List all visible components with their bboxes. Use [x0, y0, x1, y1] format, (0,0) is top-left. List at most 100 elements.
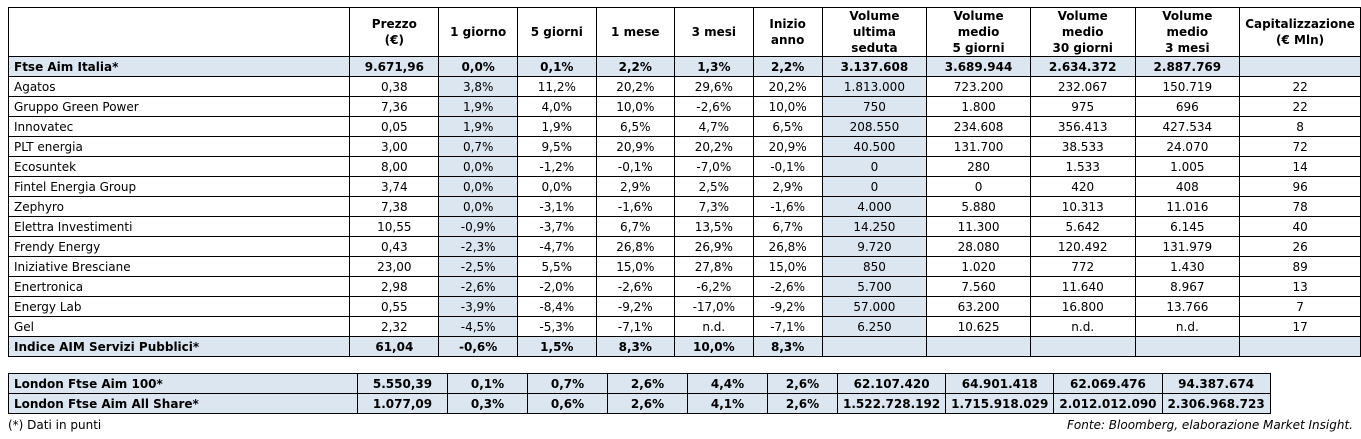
table-cell: 3.137.608	[821, 56, 928, 77]
table-cell: 2,6%	[607, 373, 688, 394]
table-cell: 10,0%	[752, 96, 823, 117]
table-cell: n.d.	[1134, 316, 1241, 337]
table-cell: -3,9%	[438, 296, 519, 317]
table-row: Gel 2,32 -4,5% -5,3% -7,1% n.d. -7,1% 6.250 10.6…	[7, 316, 1361, 337]
table-cell: 78	[1239, 196, 1361, 217]
row-label: PLT energia	[7, 136, 351, 157]
table-row: Elettra Investimenti 10,55 -0,9% -3,7% 6,7% 1…	[7, 216, 1361, 237]
aim-market-table: Prezzo (€) 1 giorno 5 giorni 1 mese 3 mesi In…	[7, 7, 1361, 357]
table-cell: 40.500	[821, 136, 928, 157]
row-label: Gel	[7, 316, 351, 337]
table-cell: 2,6%	[607, 393, 688, 414]
row-label: Indice AIM Servizi Pubblici*	[7, 336, 351, 357]
table-cell: 3.689.944	[926, 56, 1031, 77]
table-cell: 26,9%	[674, 236, 754, 257]
table-cell: 23,00	[349, 256, 440, 277]
table-cell: 8.967	[1134, 276, 1241, 297]
table-cell: 0,0%	[438, 56, 519, 77]
table-cell: -4,7%	[517, 236, 597, 257]
table-cell: 5,5%	[517, 256, 597, 277]
table-cell: 29,6%	[674, 76, 754, 97]
table-cell: 9.720	[821, 236, 928, 257]
table-cell: 8,00	[349, 156, 440, 177]
table-cell: 20,2%	[595, 76, 676, 97]
column-header: Volume medio 3 mesi	[1134, 7, 1241, 57]
row-label: London Ftse Aim All Share*	[8, 393, 358, 414]
table-cell: 5.880	[926, 196, 1031, 217]
row-label: London Ftse Aim 100*	[8, 373, 358, 394]
table-cell: 10.313	[1029, 196, 1136, 217]
table-cell: 20,9%	[752, 136, 823, 157]
table-cell: 0,0%	[438, 196, 519, 217]
table-cell: 0,3%	[447, 393, 528, 414]
table-cell: 696	[1134, 96, 1241, 117]
table-cell: 0,0%	[438, 156, 519, 177]
row-label: Iniziative Bresciane	[7, 256, 351, 277]
table-cell: 1.813.000	[821, 76, 928, 97]
table-cell: 1,9%	[517, 116, 597, 137]
table-row: Energy Lab 0,55 -3,9% -8,4% -9,2% -17,0% -9,2%…	[7, 296, 1361, 317]
table-cell	[1239, 336, 1361, 357]
table-cell: 3,8%	[438, 76, 519, 97]
table-cell: 8	[1239, 116, 1361, 137]
table-cell: 1.077,09	[357, 393, 448, 414]
table-cell: 723.200	[926, 76, 1031, 97]
table-cell: 72	[1239, 136, 1361, 157]
table-cell: 131.979	[1134, 236, 1241, 257]
table-cell: 2,98	[349, 276, 440, 297]
table-cell: 20,9%	[595, 136, 676, 157]
table-row: PLT energia 3,00 0,7% 9,5% 20,9% 20,2% 20,9% 40…	[7, 136, 1361, 157]
table-cell: 3,74	[349, 176, 440, 197]
row-label: Gruppo Green Power	[7, 96, 351, 117]
table-cell: 8,3%	[752, 336, 823, 357]
row-label: Enertronica	[7, 276, 351, 297]
table-cell: 280	[926, 156, 1031, 177]
table-cell: 131.700	[926, 136, 1031, 157]
table-cell: 1,5%	[517, 336, 597, 357]
table-cell: 1,9%	[438, 96, 519, 117]
table-cell: -2,6%	[438, 276, 519, 297]
table-cell: 2,6%	[767, 373, 838, 394]
table-cell: -2,5%	[438, 256, 519, 277]
table-cell: 6.145	[1134, 216, 1241, 237]
table-cell: 356.413	[1029, 116, 1136, 137]
table-cell: -4,5%	[438, 316, 519, 337]
table-cell: 772	[1029, 256, 1136, 277]
table-cell: 5.700	[821, 276, 928, 297]
table-cell	[821, 336, 928, 357]
table-cell: 10.625	[926, 316, 1031, 337]
table-row: Fintel Energia Group 3,74 0,0% 0,0% 2,9% 2,5%…	[7, 176, 1361, 197]
table-cell: -1,6%	[595, 196, 676, 217]
table-cell: 2.634.372	[1029, 56, 1136, 77]
table-cell: 1.715.918.029	[945, 393, 1055, 414]
table-cell: 120.492	[1029, 236, 1136, 257]
index-row: Ftse Aim Italia* 9.671,96 0,0% 0,1% 2,2% 1,3%…	[7, 56, 1361, 77]
table-cell: -0,6%	[438, 336, 519, 357]
table-row: Innovatec 0,05 1,9% 1,9% 6,5% 4,7% 6,5% 208.550…	[7, 116, 1361, 137]
column-header: 3 mesi	[674, 7, 754, 57]
table-cell: 24.070	[1134, 136, 1241, 157]
table-cell: 0,43	[349, 236, 440, 257]
table-cell: 10,0%	[674, 336, 754, 357]
table-cell: n.d.	[674, 316, 754, 337]
table-cell: 64.901.418	[945, 373, 1055, 394]
table-cell: 6,7%	[595, 216, 676, 237]
column-header: Inizio anno	[752, 7, 823, 57]
column-header: Volume ultima seduta	[821, 7, 928, 57]
table-cell: 10,0%	[595, 96, 676, 117]
column-header: 5 giorni	[517, 7, 597, 57]
table-cell: 0	[821, 156, 928, 177]
table-cell: 4,7%	[674, 116, 754, 137]
table-cell: 2,32	[349, 316, 440, 337]
table-cell: 7,3%	[674, 196, 754, 217]
table-cell: 6.250	[821, 316, 928, 337]
table-cell: -1,6%	[752, 196, 823, 217]
row-label: Ftse Aim Italia*	[7, 56, 351, 77]
table-cell: -9,2%	[752, 296, 823, 317]
column-header: Volume medio 5 giorni	[926, 7, 1031, 57]
table-cell: 2,2%	[595, 56, 676, 77]
column-header: 1 giorno	[438, 7, 519, 57]
table-row: Agatos 0,38 3,8% 11,2% 20,2% 29,6% 20,2% 1.813.…	[7, 76, 1361, 97]
table-cell: 2.012.012.090	[1053, 393, 1163, 414]
